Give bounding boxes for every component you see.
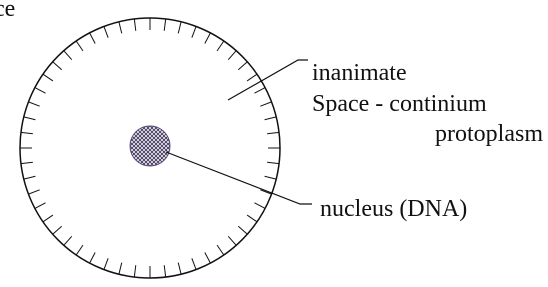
tick: [205, 252, 211, 263]
tick: [24, 117, 36, 120]
label: protoplasm: [435, 121, 543, 147]
tick: [28, 190, 39, 194]
tick: [247, 74, 257, 81]
tick: [76, 41, 83, 51]
tick: [64, 236, 72, 245]
tick: [134, 265, 135, 277]
tick: [28, 102, 39, 106]
tick: [53, 62, 62, 70]
tick: [254, 203, 265, 209]
nucleus: [130, 126, 170, 166]
tick: [205, 33, 211, 44]
tick: [90, 33, 96, 44]
tick: [260, 102, 271, 106]
tick: [53, 226, 62, 234]
tick: [35, 203, 46, 209]
tick: [76, 245, 83, 255]
tick: [265, 117, 277, 120]
tick: [228, 236, 236, 245]
label: inanimate: [312, 60, 407, 86]
tick: [119, 22, 122, 34]
tick: [228, 51, 236, 60]
tick: [192, 26, 196, 37]
tick: [64, 51, 72, 60]
label: Space - continium: [312, 91, 487, 117]
cut-off-text: ce: [0, 0, 15, 22]
tick: [134, 19, 135, 31]
tick: [254, 88, 265, 94]
tick: [43, 215, 53, 222]
tick: [104, 26, 108, 37]
tick: [178, 263, 181, 275]
tick: [164, 19, 165, 31]
tick: [164, 265, 165, 277]
tick: [35, 88, 46, 94]
tick: [265, 176, 277, 179]
tick: [43, 74, 53, 81]
tick: [217, 245, 224, 255]
tick: [104, 258, 108, 269]
tick: [238, 226, 247, 234]
tick: [24, 176, 36, 179]
tick: [238, 62, 247, 70]
tick: [247, 215, 257, 222]
tick: [90, 252, 96, 263]
tick: [21, 132, 33, 133]
tick: [21, 162, 33, 163]
tick: [217, 41, 224, 51]
diagram: ce inanimate Space - continium protoplas…: [0, 0, 548, 287]
tick: [267, 162, 279, 163]
tick: [192, 258, 196, 269]
leader-line: [166, 152, 312, 204]
label: nucleus (DNA): [320, 196, 467, 222]
tick: [267, 132, 279, 133]
tick: [119, 263, 122, 275]
tick: [178, 22, 181, 34]
